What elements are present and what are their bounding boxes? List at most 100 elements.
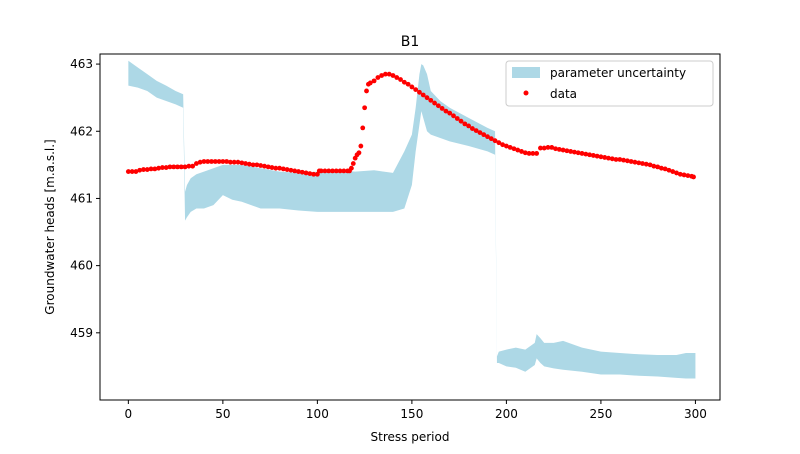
legend-band-label: parameter uncertainty [550, 66, 686, 80]
data-point [500, 142, 506, 148]
data-point [462, 121, 468, 127]
y-tick-label: 459 [70, 326, 93, 340]
data-point [685, 173, 691, 179]
data-point [337, 168, 343, 174]
data-point [280, 166, 286, 172]
data-point [254, 162, 260, 168]
data-point [522, 150, 528, 156]
data-point [250, 162, 256, 168]
data-point [666, 167, 672, 173]
data-point [409, 84, 415, 90]
data-point [564, 148, 570, 154]
data-point [496, 140, 502, 146]
data-point [670, 169, 676, 174]
chart-title: B1 [401, 34, 420, 50]
data-point [439, 106, 445, 111]
data-point [364, 88, 369, 94]
y-axis-label: Groundwater heads [m.a.s.l.] [43, 139, 57, 314]
data-point [424, 95, 430, 101]
data-point [322, 168, 328, 174]
data-point [167, 164, 173, 170]
x-tick-label: 50 [215, 407, 230, 421]
data-point [401, 79, 407, 85]
x-tick-label: 200 [495, 407, 518, 421]
data-point [541, 145, 547, 151]
data-point [435, 103, 441, 109]
data-point [488, 136, 494, 142]
data-point [356, 150, 362, 156]
data-point [579, 151, 585, 156]
data-point [163, 165, 169, 170]
data-point [125, 169, 131, 174]
uncertainty-band-layer [128, 60, 696, 379]
data-point [231, 159, 237, 165]
data-point [485, 134, 490, 140]
data-point [477, 130, 483, 136]
data-point [628, 159, 634, 164]
data-point [190, 163, 196, 169]
data-point [194, 161, 199, 166]
data-point [326, 168, 332, 174]
data-point [178, 164, 184, 170]
x-tick-label: 250 [589, 407, 612, 421]
data-point [507, 144, 513, 150]
x-tick-label: 0 [125, 407, 133, 421]
data-point [398, 77, 403, 82]
data-point [318, 168, 324, 174]
data-point [598, 154, 604, 160]
data-point [156, 165, 162, 171]
data-point [553, 146, 558, 152]
data-point [613, 157, 619, 162]
data-point [375, 75, 381, 80]
data-point [379, 73, 385, 78]
data-point [511, 146, 517, 152]
data-point [617, 157, 623, 162]
data-point [333, 168, 339, 174]
data-point [205, 159, 211, 164]
data-point [545, 144, 551, 150]
data-point [609, 156, 615, 162]
data-point [212, 159, 218, 164]
legend-data-label: data [550, 87, 577, 101]
data-point [587, 152, 592, 158]
x-tick-label: 150 [400, 407, 423, 421]
data-point [572, 149, 577, 155]
data-point [662, 166, 668, 172]
data-point [129, 169, 135, 174]
data-point [417, 89, 422, 95]
data-point [681, 172, 687, 178]
data-point [284, 167, 290, 172]
data-point [394, 75, 400, 80]
data-point [458, 118, 464, 124]
y-tick-label: 461 [70, 191, 93, 205]
data-point [519, 149, 524, 154]
data-point [674, 170, 679, 176]
data-point [454, 116, 460, 121]
data-point [367, 80, 373, 86]
data-point [560, 147, 566, 153]
data-point [350, 161, 356, 166]
data-point [269, 165, 275, 170]
data-point [262, 163, 267, 169]
data-point [216, 159, 222, 164]
data-point [330, 168, 335, 174]
data-point [469, 126, 475, 131]
data-point [133, 169, 139, 174]
data-point [243, 161, 248, 166]
data-point [677, 171, 683, 177]
data-point [691, 174, 696, 180]
data-point [311, 171, 316, 177]
data-point [152, 166, 158, 172]
y-tick-label: 460 [70, 259, 93, 273]
data-point [443, 108, 449, 114]
data-point [556, 147, 562, 152]
data-point [265, 164, 271, 170]
data-point [481, 132, 487, 138]
data-point [447, 110, 453, 116]
data-point [473, 128, 479, 133]
plot-frame [99, 53, 721, 401]
data-point [606, 155, 611, 161]
data-point [428, 97, 434, 103]
data-point [186, 163, 192, 169]
